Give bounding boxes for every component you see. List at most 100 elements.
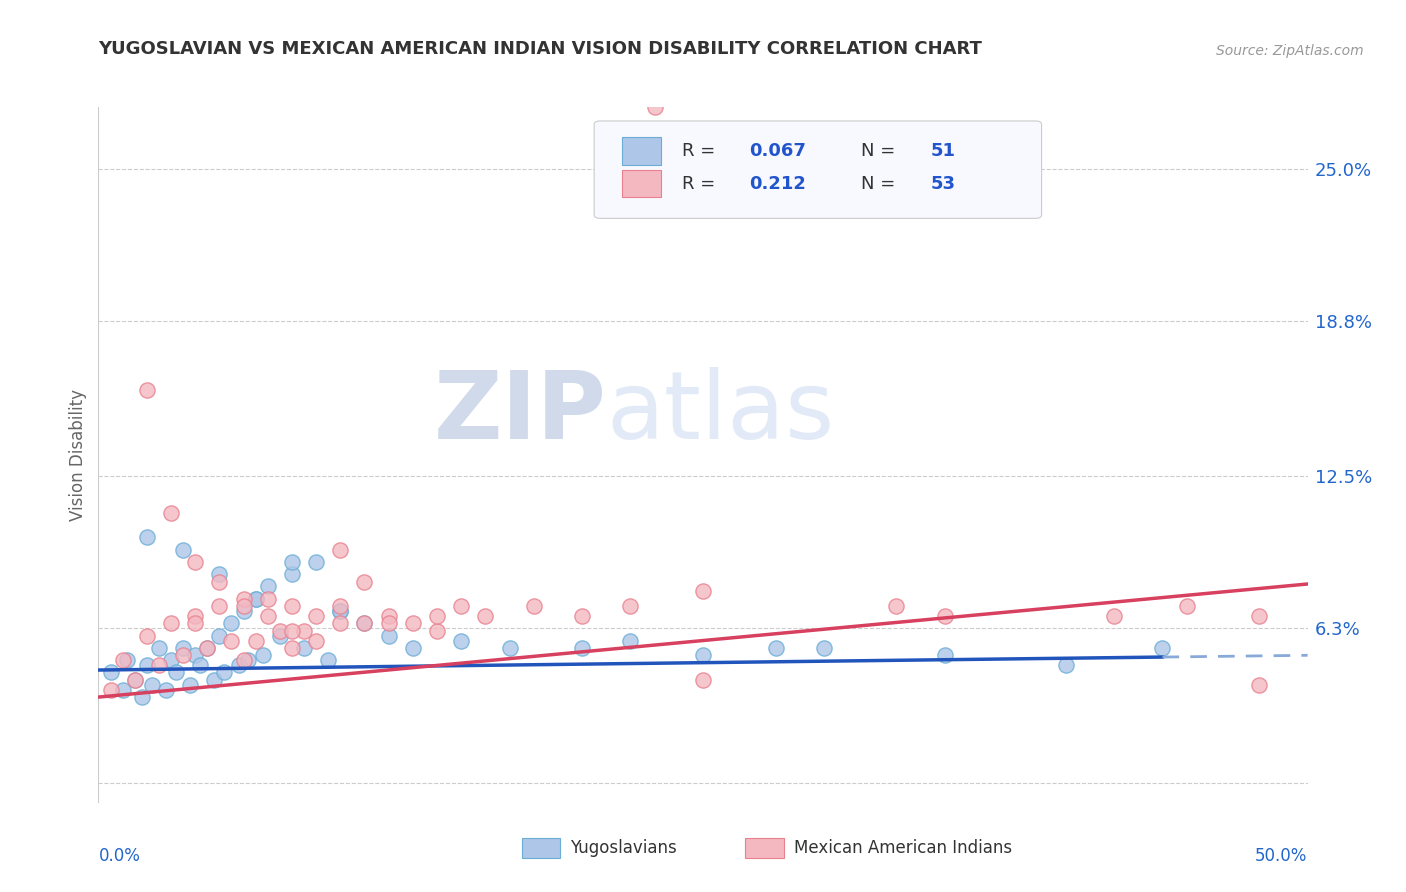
Point [124,673,146,687]
Point [426,624,449,638]
Point [179,678,201,692]
Point [148,640,170,655]
Point [148,658,170,673]
Text: R =: R = [682,142,716,160]
Point [523,599,546,614]
Point [886,599,908,614]
Point [124,673,146,687]
Text: 0.212: 0.212 [749,175,806,193]
Point [692,648,714,663]
Point [305,555,328,569]
Point [131,690,153,704]
Point [135,530,157,544]
Text: N =: N = [862,175,896,193]
Point [353,616,375,631]
FancyBboxPatch shape [621,169,661,197]
Point [292,624,315,638]
Text: YUGOSLAVIAN VS MEXICAN AMERICAN INDIAN VISION DISABILITY CORRELATION CHART: YUGOSLAVIAN VS MEXICAN AMERICAN INDIAN V… [98,40,983,58]
Point [204,673,226,687]
Point [172,640,194,655]
Point [232,591,254,606]
Point [245,591,267,606]
Point [100,665,122,680]
Point [195,640,218,655]
Point [160,653,183,667]
Point [402,616,425,631]
Point [245,633,267,648]
Point [1175,599,1198,614]
Point [281,567,304,582]
Point [692,673,714,687]
Point [212,665,235,680]
Point [111,682,134,697]
Text: 51: 51 [931,142,955,160]
Point [1102,609,1125,624]
Point [117,653,139,667]
Point [135,629,157,643]
Point [692,584,714,599]
Text: 0.067: 0.067 [749,142,806,160]
Point [1054,658,1077,673]
Point [281,624,304,638]
Point [305,609,328,624]
Point [221,633,243,648]
Point [1152,640,1174,655]
Text: N =: N = [862,142,896,160]
Point [238,653,260,667]
Point [256,591,278,606]
Point [172,542,194,557]
Point [377,609,399,624]
FancyBboxPatch shape [595,121,1042,219]
Text: 50.0%: 50.0% [1256,847,1308,865]
Point [329,542,352,557]
Text: Mexican American Indians: Mexican American Indians [793,839,1012,857]
Point [208,567,231,582]
Point [329,604,352,618]
Point [281,640,304,655]
Point [377,629,399,643]
Point [135,383,157,397]
Point [172,648,194,663]
Point [353,574,375,589]
Text: Yugoslavians: Yugoslavians [569,839,676,857]
Point [292,640,315,655]
Point [221,616,243,631]
Point [353,616,375,631]
Point [256,579,278,593]
Point [135,658,157,673]
FancyBboxPatch shape [621,137,661,165]
Point [184,648,207,663]
Point [184,555,207,569]
Point [160,616,183,631]
Point [269,629,291,643]
Point [571,640,593,655]
Point [329,599,352,614]
Point [232,653,254,667]
Point [100,682,122,697]
Text: 53: 53 [931,175,955,193]
Text: R =: R = [682,175,716,193]
Text: Source: ZipAtlas.com: Source: ZipAtlas.com [1216,44,1364,58]
Text: ZIP: ZIP [433,368,606,459]
Point [329,616,352,631]
Point [184,616,207,631]
Point [305,633,328,648]
Point [281,555,304,569]
Point [155,682,177,697]
Point [934,609,956,624]
Point [765,640,787,655]
Point [232,599,254,614]
Point [402,640,425,655]
Point [269,624,291,638]
Text: 0.0%: 0.0% [98,847,141,865]
Point [256,609,278,624]
Point [245,591,267,606]
Point [450,599,472,614]
Point [498,640,520,655]
Point [619,599,641,614]
Point [571,609,593,624]
FancyBboxPatch shape [522,838,561,858]
Point [208,629,231,643]
Point [474,609,496,624]
Y-axis label: Vision Disability: Vision Disability [69,389,87,521]
